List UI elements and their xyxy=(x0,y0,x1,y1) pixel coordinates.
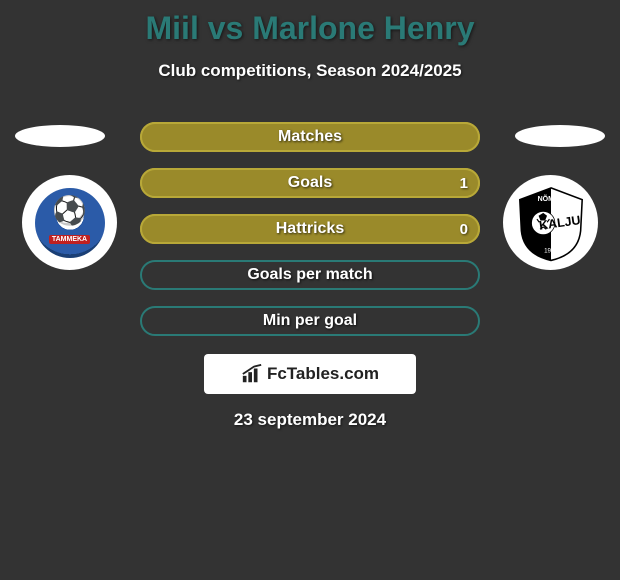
left-team-logo: TAMMEKA xyxy=(22,175,117,270)
bar-label: Matches xyxy=(278,128,342,146)
kalju-badge-icon: NÕMME KALJU 1923 xyxy=(512,184,590,262)
bar-label: Min per goal xyxy=(263,312,357,330)
date-text: 23 september 2024 xyxy=(0,410,620,430)
left-badge-label: TAMMEKA xyxy=(49,235,90,244)
stat-bar-row: Matches xyxy=(140,122,480,152)
brand-chart-icon xyxy=(241,364,263,384)
bar-value: 0 xyxy=(460,221,468,238)
stat-bar-row: Min per goal xyxy=(140,306,480,336)
right-team-logo: NÕMME KALJU 1923 xyxy=(503,175,598,270)
right-player-ellipse xyxy=(515,125,605,147)
stat-bar-row: Goals per match xyxy=(140,260,480,290)
brand-box: FcTables.com xyxy=(204,354,416,394)
bar-value: 1 xyxy=(460,175,468,192)
left-player-ellipse xyxy=(15,125,105,147)
page-title: Miil vs Marlone Henry xyxy=(0,0,620,47)
stat-bar-row: Hattricks 0 xyxy=(140,214,480,244)
stat-bar-row: Goals 1 xyxy=(140,168,480,198)
svg-text:1923: 1923 xyxy=(544,247,558,254)
bar-label: Goals xyxy=(288,174,332,192)
right-badge-top-text: NÕMME xyxy=(537,194,564,203)
bar-label: Goals per match xyxy=(247,266,372,284)
subtitle: Club competitions, Season 2024/2025 xyxy=(0,61,620,81)
tammeka-badge-icon: TAMMEKA xyxy=(35,188,105,258)
brand-text: FcTables.com xyxy=(267,364,379,384)
bar-label: Hattricks xyxy=(276,220,344,238)
stats-bars: Matches Goals 1 Hattricks 0 Goals per match Mi… xyxy=(140,122,480,352)
